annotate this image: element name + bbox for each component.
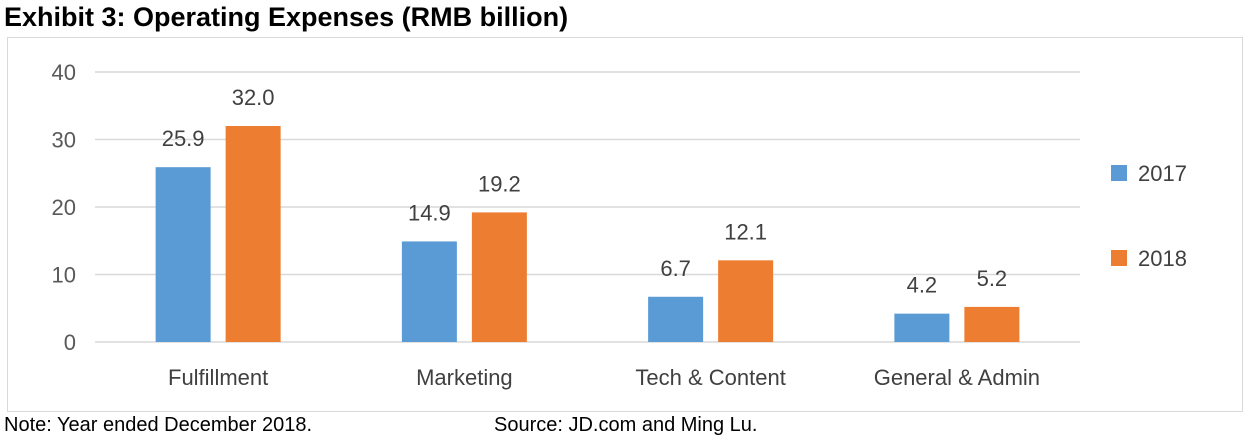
chart-frame xyxy=(7,37,1243,412)
legend-label: 2017 xyxy=(1138,161,1187,186)
x-axis: Fulfillment Marketing Tech & Content Genera… xyxy=(168,365,1040,390)
bar-2017-2 xyxy=(648,296,704,342)
data-label: 25.9 xyxy=(162,126,205,151)
y-tick-label: 40 xyxy=(52,60,76,85)
data-labels: 25.9 32.0 14.9 19.2 6.7 12.1 4.2 5.2 xyxy=(162,85,1007,298)
y-axis: 0 10 20 30 40 xyxy=(52,60,76,355)
bar-2017-3 xyxy=(894,313,950,342)
source-note: Source: JD.com and Ming Lu. xyxy=(494,414,758,436)
data-label: 19.2 xyxy=(478,171,521,196)
y-tick-label: 0 xyxy=(64,330,76,355)
data-label: 12.1 xyxy=(724,219,767,244)
chart-title: Exhibit 3: Operating Expenses (RMB billi… xyxy=(4,2,569,32)
bar-2018-1 xyxy=(471,212,527,342)
x-tick-label: Tech & Content xyxy=(635,365,785,390)
bar-2018-0 xyxy=(225,126,281,342)
bar-2017-0 xyxy=(155,167,211,342)
data-label: 14.9 xyxy=(408,200,451,225)
legend-label: 2018 xyxy=(1138,246,1187,271)
legend: 2017 2018 xyxy=(1111,161,1187,271)
y-tick-label: 20 xyxy=(52,195,76,220)
bar-2018-2 xyxy=(718,260,774,342)
x-tick-label: Marketing xyxy=(416,365,513,390)
data-label: 32.0 xyxy=(232,85,275,110)
data-label: 5.2 xyxy=(977,266,1008,291)
bar-2017-1 xyxy=(401,241,457,342)
y-tick-label: 30 xyxy=(52,128,76,153)
legend-swatch-2018 xyxy=(1111,250,1127,266)
x-tick-label: Fulfillment xyxy=(168,365,268,390)
legend-swatch-2017 xyxy=(1111,165,1127,181)
bars xyxy=(155,126,1020,342)
y-tick-label: 10 xyxy=(52,263,76,288)
data-label: 4.2 xyxy=(907,273,938,298)
x-tick-label: General & Admin xyxy=(874,365,1040,390)
footnote: Note: Year ended December 2018. xyxy=(4,414,312,436)
bar-2018-3 xyxy=(964,306,1020,342)
data-label: 6.7 xyxy=(660,256,691,281)
